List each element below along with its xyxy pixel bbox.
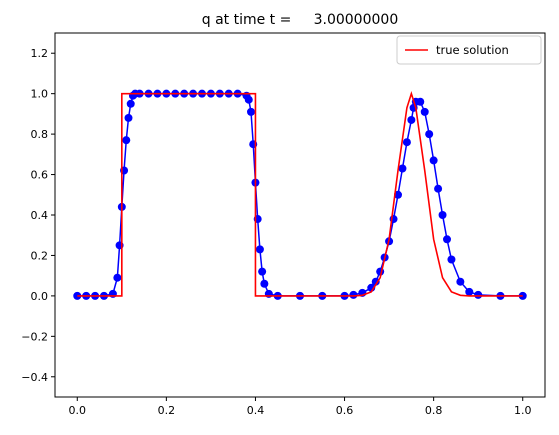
- numerical-point: [113, 273, 122, 282]
- numerical-point: [255, 245, 264, 254]
- numerical-point: [434, 184, 443, 193]
- x-tick-label: 0.0: [69, 404, 87, 417]
- numerical-point: [465, 287, 474, 296]
- x-tick-label: 1.0: [514, 404, 532, 417]
- y-tick-label: 0.6: [31, 169, 49, 182]
- numerical-point: [394, 190, 402, 199]
- x-tick-label: 0.4: [247, 404, 265, 417]
- chart-title: q at time t = 3.00000000: [202, 12, 398, 28]
- numerical-point: [244, 95, 253, 104]
- y-tick-label: −0.4: [21, 371, 48, 384]
- numerical-point: [429, 156, 438, 165]
- y-tick-label: −0.2: [21, 330, 48, 343]
- numerical-point: [258, 267, 267, 276]
- plot-series: [73, 89, 527, 300]
- numerical-point: [474, 290, 483, 299]
- numerical-point: [349, 290, 358, 299]
- numerical-point: [443, 235, 451, 244]
- y-tick-label: 0.4: [31, 209, 49, 222]
- y-tick-label: 1.0: [31, 88, 49, 101]
- x-tick-label: 0.8: [425, 404, 443, 417]
- numerical-point: [371, 277, 380, 286]
- numerical-point: [438, 211, 447, 219]
- numerical-point: [402, 138, 411, 147]
- numerical-point: [447, 255, 456, 264]
- numerical-point: [398, 164, 407, 173]
- axes: 0.0 0.2 0.4 0.6 0.8 1.0 −0.4 −0.2 0.0 0.2 0.4 0.6 0.…: [21, 32, 546, 417]
- numerical-point: [425, 130, 434, 139]
- y-tick-label: 0.2: [31, 249, 49, 262]
- legend-label-true-solution: true solution: [436, 43, 509, 57]
- numerical-point: [260, 279, 269, 288]
- numerical-point: [416, 97, 425, 106]
- y-tick-label: 1.2: [31, 47, 49, 60]
- numerical-point: [247, 107, 255, 116]
- numerical-point: [420, 107, 429, 116]
- y-tick-label: 0.0: [31, 290, 49, 303]
- y-tick-label: 0.8: [31, 128, 49, 141]
- numerical-point: [456, 277, 465, 286]
- numerical-point: [126, 99, 135, 108]
- legend-box: [396, 35, 542, 65]
- x-tick-label: 0.6: [336, 404, 354, 417]
- numerical-point: [124, 113, 133, 122]
- true-solution-line: [77, 91, 523, 297]
- numerical-point: [122, 136, 131, 145]
- legend: true solution: [396, 35, 542, 65]
- x-tick-label: 0.2: [158, 404, 176, 417]
- plot-area: [73, 89, 527, 300]
- numerical-point: [407, 115, 416, 124]
